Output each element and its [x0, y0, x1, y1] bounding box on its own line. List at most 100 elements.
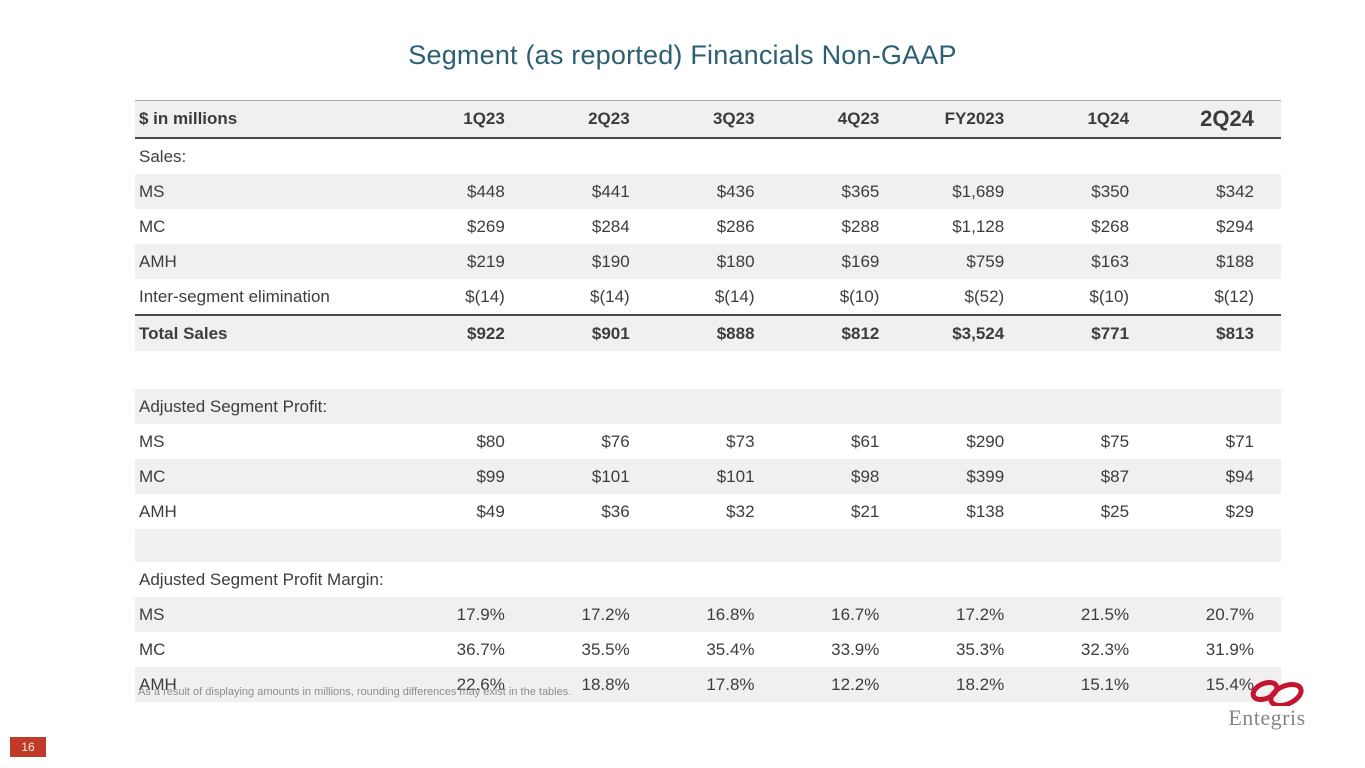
cell: 18.8%: [531, 667, 657, 702]
section-label: Adjusted Segment Profit Margin:: [139, 569, 384, 589]
cell: 16.7%: [781, 597, 907, 632]
column-header-1q23: 1Q23: [407, 100, 532, 139]
row-label: AMH: [139, 501, 177, 521]
row-label: Total Sales: [135, 315, 407, 351]
rounding-footnote: As a result of displaying amounts in mil…: [138, 686, 572, 698]
cell: $75: [1100, 431, 1130, 451]
cell: $21: [851, 501, 880, 521]
row-label: AMH: [135, 667, 407, 702]
financials-table: $ in millions 1Q23 2Q23 3Q23 4Q23 FY2023…: [135, 100, 1281, 702]
cell: $759: [906, 244, 1032, 279]
section-row-sales: Sales:: [135, 138, 1281, 174]
column-header-2q23: 2Q23: [531, 100, 657, 139]
table-row-total-sales: Total Sales $922 $901 $888 $812 $3,524 $…: [135, 315, 1281, 351]
cell: $3,524: [906, 315, 1032, 351]
unit-label: $ in millions: [135, 100, 407, 139]
row-label: MS: [135, 174, 407, 209]
table-header-row: $ in millions 1Q23 2Q23 3Q23 4Q23 FY2023…: [135, 100, 1281, 139]
spacer-row: [135, 529, 1281, 562]
cell: $94: [1156, 459, 1281, 494]
cell: $169: [781, 244, 907, 279]
cell: $269: [467, 216, 505, 236]
cell: $350: [1031, 174, 1157, 209]
cell: $288: [841, 216, 880, 236]
section-label: Sales:: [139, 146, 187, 166]
cell: $80: [476, 431, 505, 451]
cell: $76: [601, 431, 630, 451]
row-label: MC: [139, 216, 166, 236]
column-header-2q24: 2Q24: [1156, 100, 1281, 139]
table-row-margin-amh: AMH 22.6% 18.8% 17.8% 12.2% 18.2% 15.1% …: [135, 667, 1281, 702]
cell: $(14): [531, 279, 657, 316]
cell: 15.1%: [1031, 667, 1157, 702]
section-row-adjusted-segment-profit: Adjusted Segment Profit:: [135, 389, 1281, 424]
cell: $29: [1225, 501, 1254, 521]
cell: $61: [851, 431, 880, 451]
entegris-rings-icon: [1250, 680, 1304, 706]
cell: 17.2%: [531, 597, 657, 632]
spacer-row: [135, 351, 1281, 389]
cell: $(10): [781, 279, 907, 316]
row-label: MC: [135, 459, 407, 494]
cell: 35.5%: [581, 639, 630, 659]
cell: $284: [591, 216, 630, 236]
cell: 31.9%: [1205, 639, 1254, 659]
row-label: MS: [135, 597, 407, 632]
cell: $1,689: [906, 174, 1032, 209]
cell: $399: [906, 459, 1032, 494]
column-header-1q24: 1Q24: [1031, 100, 1157, 139]
cell: $188: [1156, 244, 1281, 279]
cell: $901: [531, 315, 657, 351]
cell: $71: [1225, 431, 1254, 451]
cell: $922: [407, 315, 532, 351]
cell: 36.7%: [456, 639, 505, 659]
cell: 35.3%: [956, 639, 1005, 659]
cell: $888: [656, 315, 782, 351]
column-header-4q23: 4Q23: [781, 100, 907, 139]
cell: 20.7%: [1156, 597, 1281, 632]
cell: $101: [531, 459, 657, 494]
cell: 12.2%: [781, 667, 907, 702]
row-label: AMH: [135, 244, 407, 279]
cell: $101: [656, 459, 782, 494]
cell: $138: [966, 501, 1005, 521]
cell: 17.8%: [656, 667, 782, 702]
page-number-badge: 16: [10, 737, 46, 757]
cell: 16.8%: [656, 597, 782, 632]
cell: 35.4%: [706, 639, 755, 659]
cell: 33.9%: [831, 639, 880, 659]
table-row-profit-ms: MS $80 $76 $73 $61 $290 $75 $71: [135, 424, 1281, 459]
cell: $36: [601, 501, 630, 521]
cell: $(14): [656, 279, 782, 316]
cell: 17.9%: [407, 597, 532, 632]
cell: $290: [966, 431, 1005, 451]
cell: $294: [1216, 216, 1254, 236]
row-label: Inter-segment elimination: [135, 279, 407, 316]
cell: $180: [656, 244, 782, 279]
cell: 17.2%: [906, 597, 1032, 632]
slide-title: Segment (as reported) Financials Non-GAA…: [408, 40, 957, 70]
cell: $771: [1031, 315, 1157, 351]
cell: $441: [531, 174, 657, 209]
table-row-profit-amh: AMH $49 $36 $32 $21 $138 $25 $29: [135, 494, 1281, 529]
cell: $1,128: [952, 216, 1005, 236]
cell: $49: [476, 501, 505, 521]
table-row-sales-amh: AMH $219 $190 $180 $169 $759 $163 $188: [135, 244, 1281, 279]
cell: 32.3%: [1080, 639, 1130, 659]
cell: $(10): [1031, 279, 1157, 316]
cell: 21.5%: [1031, 597, 1157, 632]
cell: $268: [1091, 216, 1130, 236]
table-row-margin-mc: MC 36.7% 35.5% 35.4% 33.9% 35.3% 32.3% 3…: [135, 632, 1281, 667]
entegris-logo: Entegris: [1212, 680, 1322, 732]
cell: $99: [407, 459, 532, 494]
cell: 18.2%: [906, 667, 1032, 702]
cell: $812: [781, 315, 907, 351]
table-row-sales-mc: MC $269 $284 $286 $288 $1,128 $268 $294: [135, 209, 1281, 244]
cell: $342: [1156, 174, 1281, 209]
table-row-margin-ms: MS 17.9% 17.2% 16.8% 16.7% 17.2% 21.5% 2…: [135, 597, 1281, 632]
column-header-fy2023: FY2023: [906, 100, 1032, 139]
table-row-intersegment-elimination: Inter-segment elimination $(14) $(14) $(…: [135, 279, 1281, 316]
row-label: MC: [139, 639, 166, 659]
cell: $73: [726, 431, 755, 451]
